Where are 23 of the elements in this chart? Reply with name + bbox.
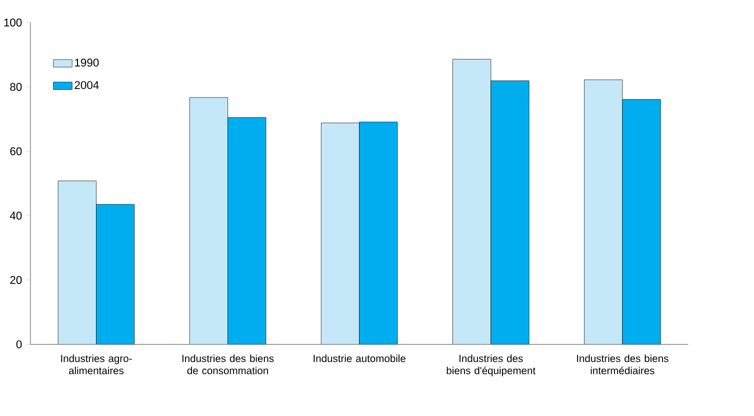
x-tick-label: Industries des biens de consommation	[182, 354, 274, 374]
bar	[584, 80, 623, 345]
bar	[96, 204, 134, 345]
x-tick-label: Industrie automobile	[314, 354, 406, 362]
x-tick-label: Industries des biens intermédiaires	[577, 354, 668, 374]
y-tick-label: 20	[10, 276, 22, 284]
legend-label: 2004	[74, 81, 99, 90]
bar	[359, 122, 398, 345]
bar	[228, 118, 266, 345]
x-tick-label: Industries des biens d'équipement	[446, 354, 536, 376]
legend-label: 1990	[75, 58, 99, 67]
y-tick-label: 60	[10, 147, 22, 156]
bar	[321, 123, 360, 345]
x-tick-label: Industries agro-alimentaires	[61, 354, 132, 374]
bar	[58, 181, 96, 345]
y-tick-label: 0	[16, 340, 22, 348]
bar	[622, 99, 661, 345]
bar	[490, 80, 530, 345]
bar	[452, 59, 491, 345]
y-tick-label: 80	[10, 83, 22, 92]
bar	[190, 98, 228, 345]
y-tick-label: 100	[4, 18, 22, 27]
y-tick-label: 40	[10, 212, 22, 220]
